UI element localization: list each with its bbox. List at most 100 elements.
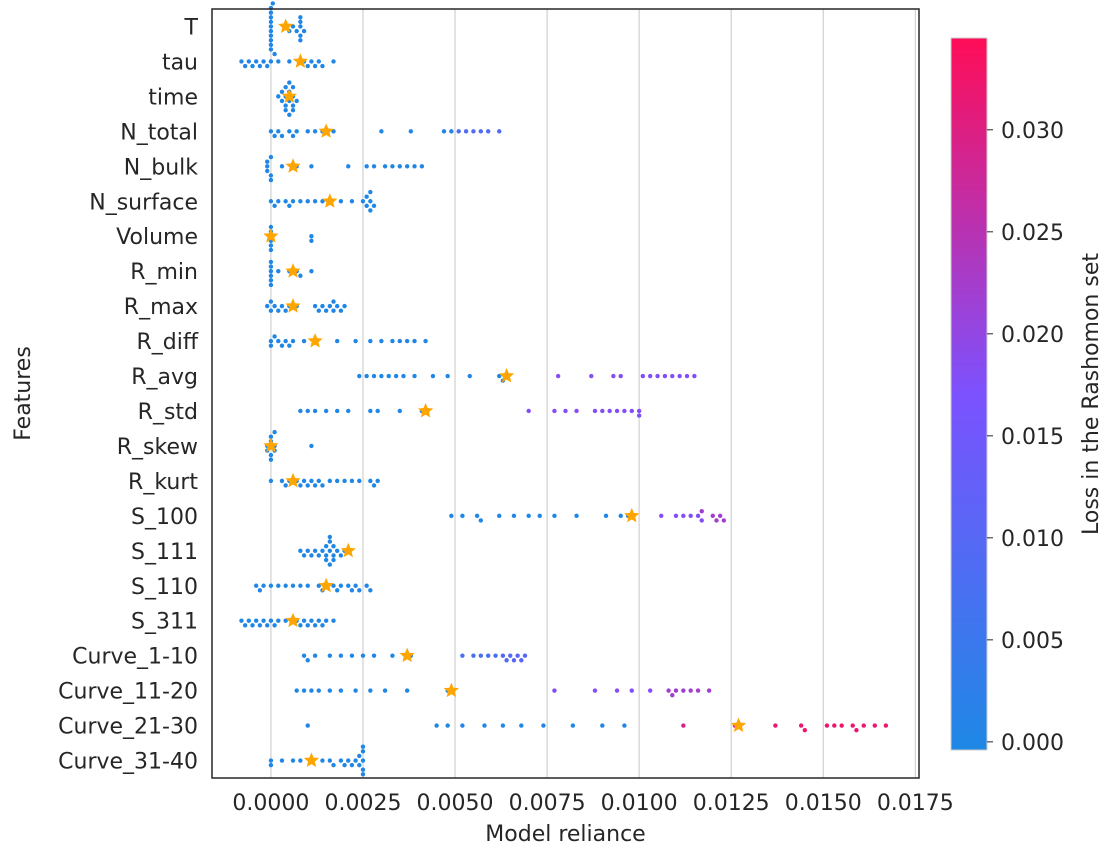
data-point xyxy=(474,513,480,519)
data-point xyxy=(246,618,252,623)
data-point xyxy=(371,164,377,169)
data-point xyxy=(268,452,274,458)
data-point xyxy=(342,303,347,309)
data-point xyxy=(681,723,686,728)
data-point xyxy=(276,268,281,274)
data-point xyxy=(261,583,266,588)
data-point xyxy=(500,723,506,728)
data-point xyxy=(331,762,336,768)
data-point xyxy=(368,408,373,414)
data-point xyxy=(629,408,634,414)
data-point xyxy=(276,129,281,134)
data-point xyxy=(331,299,336,304)
data-point xyxy=(537,513,542,519)
data-point xyxy=(353,758,358,763)
data-point xyxy=(268,10,274,15)
data-point xyxy=(338,583,344,588)
data-point xyxy=(312,129,318,134)
star-marker xyxy=(285,472,301,488)
data-point xyxy=(268,282,274,288)
data-point xyxy=(265,168,270,174)
star-marker xyxy=(285,612,301,628)
data-point xyxy=(629,688,634,693)
data-point xyxy=(423,338,428,344)
data-point xyxy=(253,618,259,623)
star-marker xyxy=(281,88,297,103)
data-point xyxy=(312,408,318,414)
data-point xyxy=(268,338,274,344)
data-point xyxy=(298,19,303,25)
data-point xyxy=(497,129,502,134)
data-point xyxy=(592,408,598,414)
colorbar-tick-label: 0.030 xyxy=(1001,119,1064,144)
data-point xyxy=(298,483,303,488)
data-point xyxy=(390,164,395,169)
data-point xyxy=(268,173,274,178)
data-point xyxy=(301,618,307,623)
data-point xyxy=(430,373,436,379)
colorbar-label: Loss in the Rashomon set xyxy=(1079,253,1104,535)
data-point xyxy=(268,24,274,29)
data-point xyxy=(412,164,417,169)
data-point xyxy=(268,758,274,763)
data-point xyxy=(368,208,373,213)
data-point xyxy=(257,588,263,593)
data-point xyxy=(290,84,296,90)
data-point xyxy=(390,338,395,344)
data-point xyxy=(316,553,321,558)
y-tick-label: R_skew xyxy=(117,435,198,460)
data-point xyxy=(368,199,373,204)
data-point xyxy=(316,618,321,623)
data-point xyxy=(552,513,557,519)
data-point xyxy=(404,688,410,693)
data-point xyxy=(714,518,719,523)
data-point xyxy=(276,618,281,623)
data-point xyxy=(279,133,285,139)
data-point xyxy=(327,758,333,763)
data-point xyxy=(320,199,325,204)
y-tick-label: S_110 xyxy=(131,575,198,600)
data-point xyxy=(382,688,388,693)
star-marker xyxy=(263,228,279,243)
data-point xyxy=(312,199,318,204)
data-point xyxy=(357,373,362,379)
data-point xyxy=(603,513,609,519)
data-point xyxy=(320,548,325,553)
data-point xyxy=(695,513,701,519)
colorbar-tick-label: 0.015 xyxy=(1001,425,1064,450)
data-point xyxy=(331,308,336,313)
data-point xyxy=(320,623,325,628)
data-point xyxy=(301,553,307,558)
data-point xyxy=(290,107,296,113)
data-point xyxy=(360,744,366,749)
data-point xyxy=(323,308,329,313)
data-point xyxy=(371,483,377,488)
x-axis-tick-labels: 0.0000 0.0025 0.0050 0.0075 0.0100 0.0125 0.01… xyxy=(232,791,953,816)
y-tick-label: R_diff xyxy=(136,330,198,355)
data-point xyxy=(379,338,384,344)
data-point xyxy=(283,103,288,108)
y-tick-label: Volume xyxy=(116,225,198,250)
data-point xyxy=(850,723,855,728)
data-point xyxy=(246,59,252,64)
data-point xyxy=(268,59,274,64)
data-point xyxy=(272,203,277,209)
data-point xyxy=(379,129,384,134)
data-point xyxy=(368,588,373,593)
data-point xyxy=(670,373,675,379)
data-point xyxy=(622,408,627,414)
data-point xyxy=(268,273,274,278)
data-point xyxy=(276,583,281,588)
data-point xyxy=(294,129,299,134)
data-point xyxy=(316,59,321,64)
data-point xyxy=(305,408,310,414)
data-point xyxy=(268,259,274,265)
data-point xyxy=(699,509,704,514)
data-point xyxy=(872,723,878,728)
star-marker xyxy=(443,682,459,698)
data-point xyxy=(622,723,627,728)
data-point xyxy=(449,129,454,134)
data-point xyxy=(323,557,329,563)
grid-lines xyxy=(270,9,916,778)
data-point xyxy=(323,408,329,414)
